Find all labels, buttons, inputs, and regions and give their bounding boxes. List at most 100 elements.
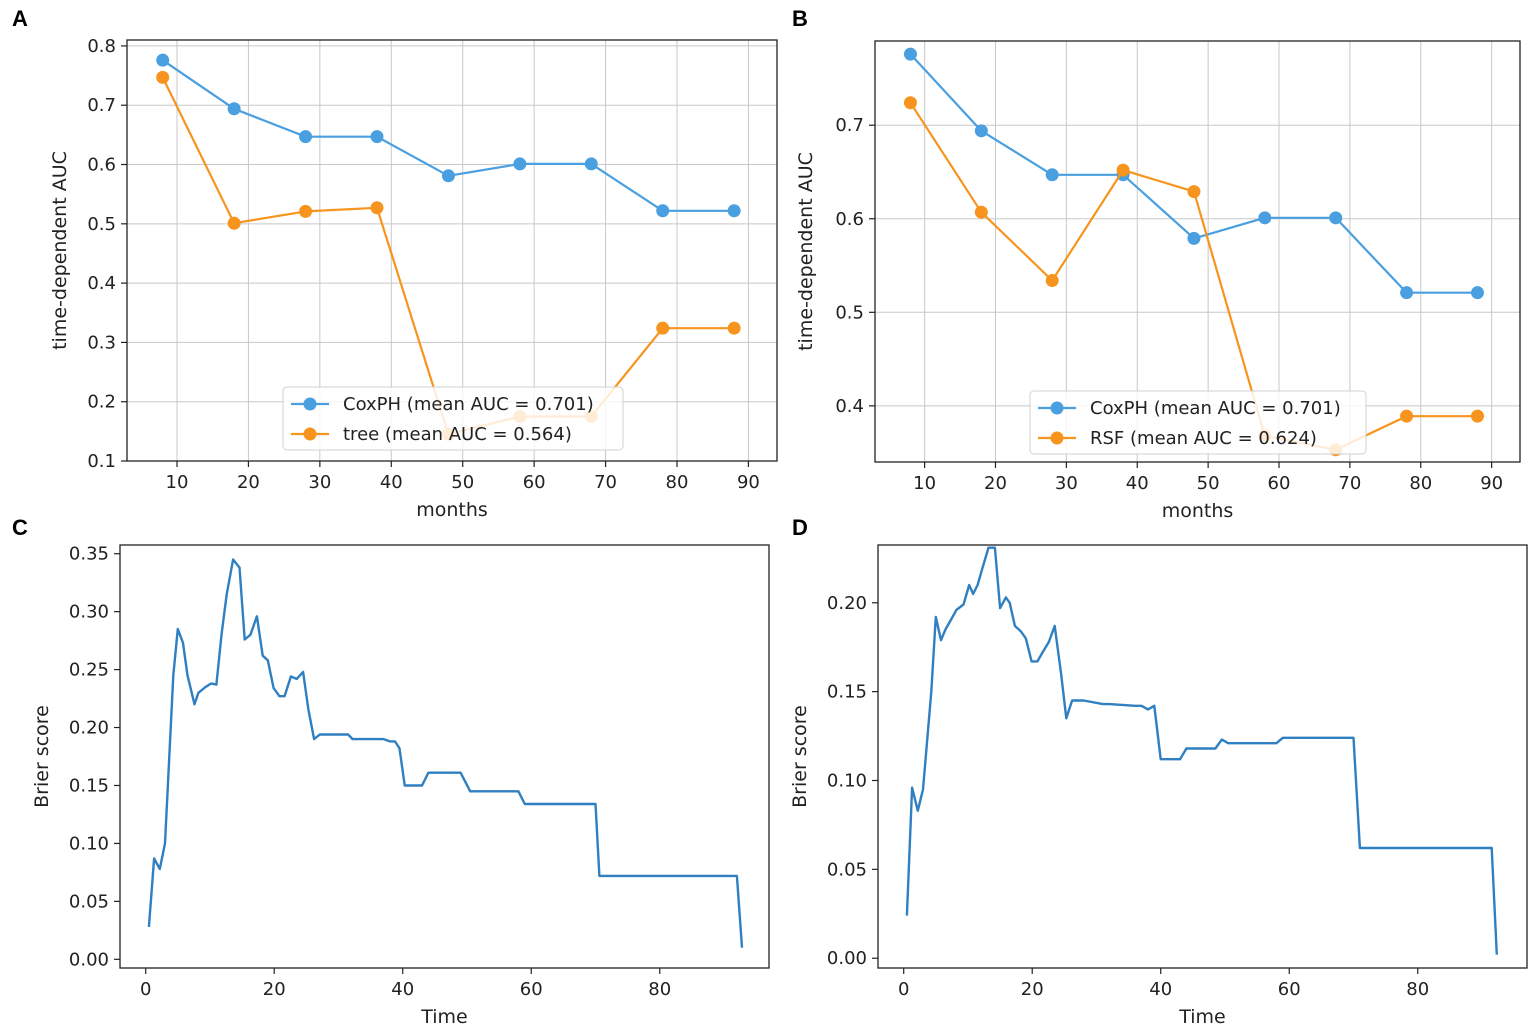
legend-swatch-marker: [303, 427, 317, 441]
x-tick-label: 0: [140, 979, 151, 1000]
y-tick-label: 0.7: [87, 95, 116, 116]
data-point: [1187, 231, 1201, 245]
data-point: [441, 169, 455, 183]
x-tick-label: 30: [308, 472, 331, 493]
y-tick-label: 0.8: [87, 36, 116, 57]
x-axis-label: Time: [1178, 1006, 1226, 1028]
plot-frame: [126, 39, 778, 462]
y-tick-label: 0.15: [827, 682, 867, 703]
y-tick-label: 0.25: [69, 660, 109, 681]
x-tick-label: 40: [1126, 473, 1149, 494]
panel-c: C 0 20 40 60 80 0.00 0.05 0.10 0.15 0.20 0.25 0.30 0.…: [12, 515, 770, 1028]
x-tick-label: 80: [666, 472, 689, 493]
x-tick-label: 90: [737, 472, 760, 493]
data-point: [1400, 286, 1414, 300]
x-tick-label: 50: [1197, 473, 1220, 494]
plot-frame: [874, 40, 1521, 463]
x-tick-label: 60: [523, 472, 546, 493]
x-tick-label: 40: [1149, 979, 1172, 1000]
x-tick-label: 10: [913, 473, 936, 494]
x-tick-label: 80: [1409, 473, 1432, 494]
data-point: [299, 204, 313, 218]
y-tick-label: 0.6: [835, 209, 864, 230]
y-tick-label: 0.5: [87, 214, 116, 235]
y-tick-label: 0.30: [69, 602, 109, 623]
x-axis-label: months: [1162, 500, 1234, 522]
x-tick-label: 60: [1268, 473, 1291, 494]
data-point: [1329, 211, 1343, 225]
x-tick-label: 90: [1480, 473, 1503, 494]
y-tick-label: 0.6: [87, 155, 116, 176]
legend-box: [1029, 390, 1367, 455]
y-axis-label: Brier score: [789, 705, 811, 808]
data-point: [584, 157, 598, 171]
x-tick-label: 50: [451, 472, 474, 493]
legend: CoxPH (mean AUC = 0.701) tree (mean AUC =…: [282, 386, 624, 451]
data-point: [227, 216, 241, 230]
data-point: [1258, 211, 1272, 225]
series-line-0: [147, 558, 744, 948]
y-tick-label: 0.35: [69, 544, 109, 565]
x-axis-label: months: [416, 499, 488, 521]
y-tick-label: 0.00: [69, 949, 109, 970]
x-tick-label: 80: [648, 979, 671, 1000]
y-tick-label: 0.20: [827, 593, 867, 614]
x-tick-label: 20: [984, 473, 1007, 494]
data-point: [974, 124, 988, 138]
plot-frame: [119, 544, 770, 969]
series-line-0: [905, 546, 1498, 955]
legend: CoxPH (mean AUC = 0.701) RSF (mean AUC = …: [1029, 390, 1367, 455]
x-tick-label: 20: [1021, 979, 1044, 1000]
data-point: [656, 321, 670, 335]
y-tick-label: 0.4: [87, 273, 116, 294]
y-tick-label: 0.3: [87, 332, 116, 353]
plot-frame: [877, 544, 1528, 969]
legend-swatch-marker: [1050, 431, 1064, 445]
panel-letter-b: B: [792, 6, 808, 31]
data-point: [1045, 168, 1059, 182]
legend-label: CoxPH (mean AUC = 0.701): [343, 394, 594, 415]
y-axis-label: time-dependent AUC: [49, 151, 71, 350]
y-tick-label: 0.2: [87, 392, 116, 413]
x-tick-label: 30: [1055, 473, 1078, 494]
data-point: [903, 47, 917, 61]
y-tick-label: 0.15: [69, 775, 109, 796]
panel-a: A 10 20 30 40 50 60 70 80 90 0.1 0.2 0.3 0.4 0.5 0.6 0.7…: [12, 6, 778, 521]
y-tick-label: 0.00: [827, 948, 867, 969]
data-point: [156, 53, 170, 67]
data-point: [1116, 163, 1130, 177]
data-point: [1045, 274, 1059, 288]
y-tick-label: 0.1: [87, 451, 116, 472]
x-tick-label: 20: [237, 472, 260, 493]
data-point: [727, 204, 741, 218]
panel-letter-c: C: [12, 515, 28, 540]
panel-letter-d: D: [792, 515, 808, 540]
y-tick-label: 0.7: [835, 115, 864, 136]
x-tick-label: 10: [166, 472, 189, 493]
y-axis-label: time-dependent AUC: [795, 152, 817, 351]
x-tick-label: 40: [380, 472, 403, 493]
panel-b: B 10 20 30 40 50 60 70 80 90 0.4 0.5 0.6 0.7 months tim…: [792, 6, 1521, 522]
legend-swatch-marker: [1050, 401, 1064, 415]
data-point: [727, 321, 741, 335]
x-tick-label: 70: [594, 472, 617, 493]
data-point: [299, 130, 313, 144]
data-point: [974, 205, 988, 219]
y-tick-label: 0.10: [827, 770, 867, 791]
y-tick-label: 0.05: [69, 891, 109, 912]
data-point: [1400, 409, 1414, 423]
legend-label: CoxPH (mean AUC = 0.701): [1090, 398, 1341, 419]
y-tick-label: 0.20: [69, 718, 109, 739]
y-tick-label: 0.10: [69, 833, 109, 854]
data-point: [656, 204, 670, 218]
data-point: [370, 130, 384, 144]
legend-label: tree (mean AUC = 0.564): [343, 424, 572, 445]
data-point: [370, 201, 384, 215]
legend-box: [282, 386, 624, 451]
y-tick-label: 0.4: [835, 396, 864, 417]
y-axis-label: Brier score: [31, 705, 53, 808]
data-point: [1470, 286, 1484, 300]
legend-swatch-marker: [303, 397, 317, 411]
x-tick-label: 20: [263, 979, 286, 1000]
